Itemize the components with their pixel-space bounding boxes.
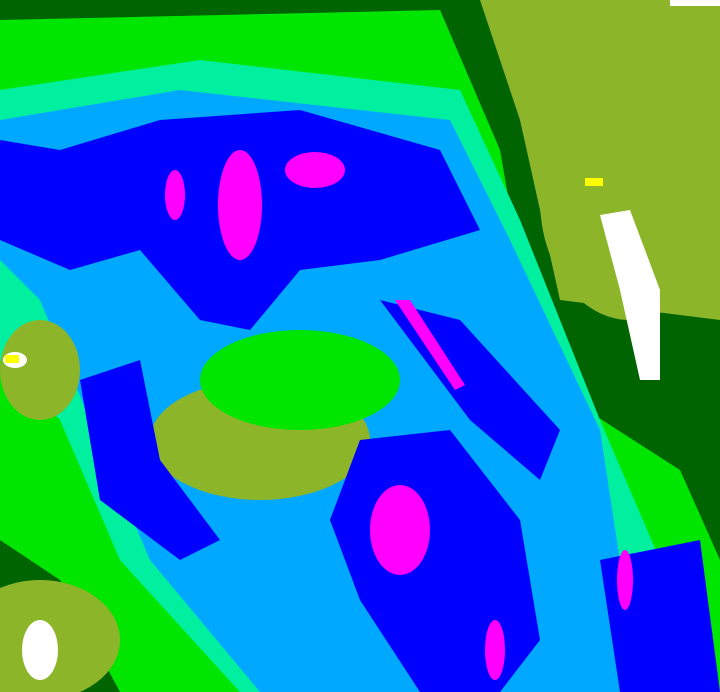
magenta-patch [285, 152, 345, 188]
olive-patch [0, 320, 80, 420]
magenta-patch [218, 150, 262, 260]
white-patch [22, 620, 58, 680]
magenta-patch [485, 620, 505, 680]
white-patch [670, 0, 720, 6]
green-patch [200, 330, 400, 430]
magenta-patch [370, 485, 430, 575]
magenta-patch [617, 550, 633, 610]
yellow-patch [585, 178, 603, 186]
white-patch [600, 210, 660, 380]
yellow-patch [5, 355, 19, 363]
blue-region [600, 540, 720, 692]
magenta-streak [395, 300, 465, 390]
olive-patch [540, 80, 720, 320]
blue-region [80, 360, 220, 560]
magenta-patch [165, 170, 185, 220]
